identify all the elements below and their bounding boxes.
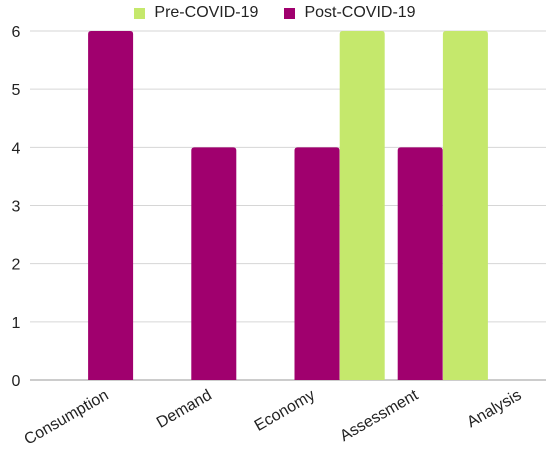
legend-label-post-covid: Post-COVID-19 bbox=[304, 4, 416, 21]
x-tick-label-analysis: Analysis bbox=[464, 387, 524, 432]
y-axis: 0 1 2 3 4 5 6 bbox=[12, 24, 21, 390]
y-tick-label: 6 bbox=[12, 24, 21, 41]
legend-item-pre-covid: Pre-COVID-19 bbox=[134, 4, 258, 22]
y-tick-label: 2 bbox=[12, 257, 21, 274]
legend-swatch-post-covid bbox=[284, 7, 296, 19]
x-tick-label-assessment: Assessment bbox=[337, 386, 421, 445]
bar-pre-covid-19-analysis bbox=[442, 31, 488, 380]
legend-label-pre-covid: Pre-COVID-19 bbox=[154, 4, 259, 21]
bar-post-covid-19-consumption bbox=[88, 31, 134, 380]
bar-pre-covid-19-assessment bbox=[339, 31, 385, 380]
x-tick-label-economy: Economy bbox=[252, 387, 318, 435]
bars bbox=[88, 31, 488, 380]
x-tick-label-consumption: Consumption bbox=[21, 387, 111, 449]
bar-post-covid-19-economy bbox=[294, 147, 340, 380]
y-tick-label: 4 bbox=[12, 140, 21, 157]
legend-item-post-covid: Post-COVID-19 bbox=[284, 4, 416, 22]
legend: Pre-COVID-19 Post-COVID-19 bbox=[0, 2, 550, 24]
y-tick-label: 1 bbox=[12, 315, 21, 332]
y-tick-label: 5 bbox=[12, 82, 21, 99]
bar-post-covid-19-assessment bbox=[397, 147, 443, 380]
x-tick-label-demand: Demand bbox=[154, 387, 215, 432]
y-tick-label: 3 bbox=[12, 199, 21, 216]
y-tick-label: 0 bbox=[12, 373, 21, 390]
x-axis: Consumption Demand Economy Assessment Analys… bbox=[21, 386, 524, 448]
bar-post-covid-19-demand bbox=[191, 147, 237, 380]
legend-swatch-pre-covid bbox=[134, 7, 146, 19]
